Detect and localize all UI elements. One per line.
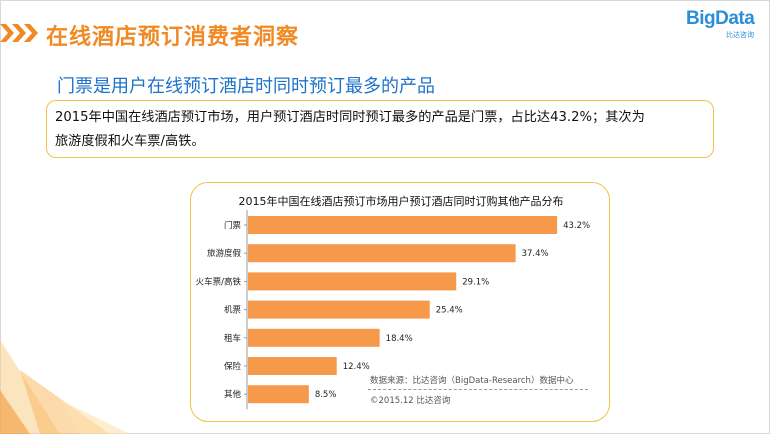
category-label: 机票 [224,305,242,316]
category-label: 门票 [224,220,242,231]
data-label: 8.5% [315,390,337,400]
bar [248,328,380,347]
summary-line-1: 2015年中国在线酒店预订市场，用户预订酒店时同时预订最多的产品是门票，占比达4… [55,110,645,125]
data-label: 43.2% [563,221,590,231]
bar [248,385,309,404]
category-label: 租车 [224,333,241,344]
data-label: 25.4% [436,306,463,316]
logo-subtext: 比达咨询 [726,31,754,39]
bigdata-logo: BigData 比达咨询 [686,6,764,42]
data-label: 29.1% [462,277,489,287]
chevron-arrows-icon [0,24,38,42]
bar [248,216,558,234]
summary-line-2: 旅游度假和火车票/高铁。 [55,134,205,149]
category-label: 旅游度假 [207,248,242,259]
data-label: 18.4% [386,334,413,344]
bar [248,300,430,319]
chart-title: 2015年中国在线酒店预订市场用户预订酒店同时订购其他产品分布 [238,195,564,208]
bar-chart: 门票 43.2% 旅游度假 37.4% 火车票/高铁 29.1% 机票 25.4% 租车 18.4… [196,210,590,410]
logo-text: BigData [686,8,755,29]
footer-divider [368,389,588,390]
data-source: 数据来源：比达咨询（BigData-Research）数据中心 [370,376,574,386]
bar [248,244,516,263]
summary-box: 2015年中国在线酒店预订市场，用户预订酒店时同时预订最多的产品是门票，占比达4… [46,100,714,158]
category-label: 其他 [224,389,242,400]
data-label: 37.4% [522,249,549,259]
decorative-polygons [0,340,130,434]
category-label: 火车票/高铁 [196,276,242,287]
data-label: 12.4% [343,362,370,372]
bar [248,272,457,291]
copyright: ©2015.12 比达咨询 [370,396,451,406]
page-title: 在线酒店预订消费者洞察 [46,25,300,50]
chart-panel: 2015年中国在线酒店预订市场用户预订酒店同时订购其他产品分布 门票 43.2% 旅… [190,182,610,422]
page-subtitle: 门票是用户在线预订酒店时同时预订最多的产品 [57,76,435,97]
bar [248,357,337,375]
category-label: 保险 [224,361,242,372]
